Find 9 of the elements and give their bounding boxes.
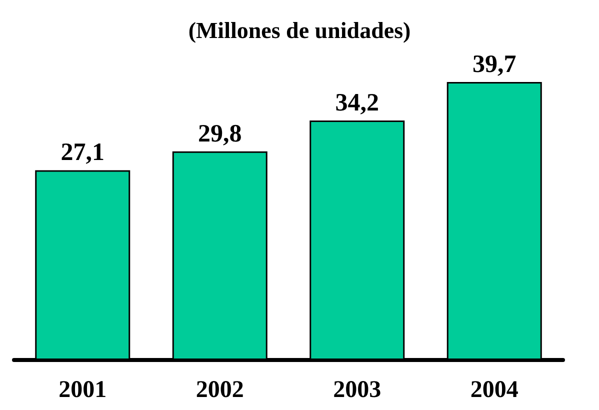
- x-tick-label: 2001: [58, 377, 107, 403]
- data-label: 39,7: [472, 51, 516, 78]
- data-label: 34,2: [335, 90, 379, 117]
- data-label: 29,8: [198, 120, 242, 148]
- x-tick-label: 2003: [333, 377, 382, 403]
- data-label: 27,1: [60, 139, 104, 166]
- x-tick-label: 2004: [470, 377, 518, 403]
- x-tick-label: 2002: [196, 377, 244, 403]
- chart-title: (Millones de unidades): [188, 18, 411, 43]
